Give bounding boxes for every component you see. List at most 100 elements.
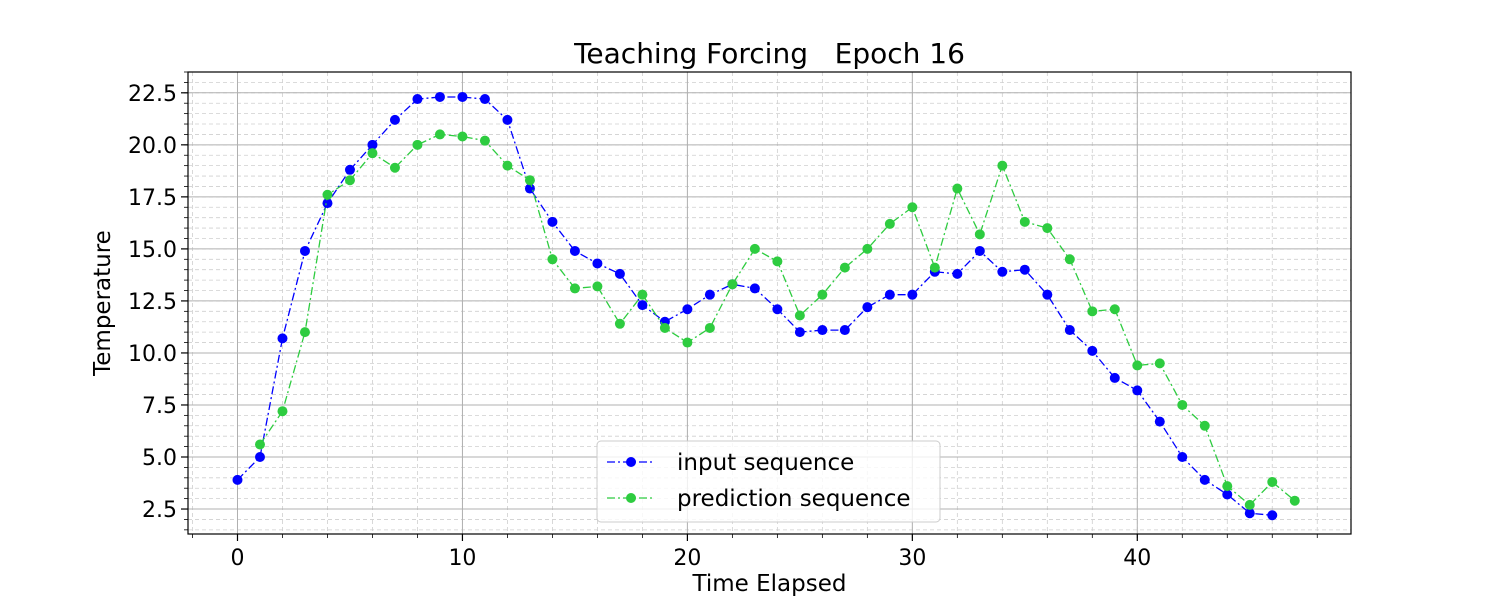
x-axis-label: Time Elapsed xyxy=(692,571,847,597)
data-point xyxy=(569,283,580,294)
data-point xyxy=(862,302,873,313)
legend-box xyxy=(596,440,941,523)
data-point xyxy=(592,281,603,292)
data-point xyxy=(1087,345,1098,356)
data-point xyxy=(1222,481,1233,492)
data-point xyxy=(817,289,828,300)
data-point xyxy=(479,135,490,146)
data-point xyxy=(277,406,288,417)
data-point xyxy=(974,245,985,256)
x-tick-label: 30 xyxy=(898,546,926,571)
y-tick-label: 7.5 xyxy=(142,394,177,419)
data-point xyxy=(434,129,445,140)
data-point xyxy=(997,160,1008,171)
data-point xyxy=(772,304,783,315)
data-point xyxy=(1267,510,1278,521)
data-point xyxy=(1087,306,1098,317)
data-point xyxy=(569,245,580,256)
data-point xyxy=(704,322,715,333)
data-point xyxy=(547,254,558,265)
legend-item: input sequence xyxy=(607,450,854,476)
data-point xyxy=(929,262,940,273)
data-point xyxy=(749,243,760,254)
data-point xyxy=(1064,325,1075,336)
data-point xyxy=(1064,254,1075,265)
data-point xyxy=(434,91,445,102)
legend-label: prediction sequence xyxy=(677,486,911,512)
data-point xyxy=(817,325,828,336)
legend-item: prediction sequence xyxy=(607,486,911,512)
data-point xyxy=(322,189,333,200)
data-point xyxy=(389,162,400,173)
y-tick-label: 15.0 xyxy=(128,238,177,263)
data-point xyxy=(1042,223,1053,234)
major-grid xyxy=(188,72,1351,534)
data-point xyxy=(389,114,400,125)
data-point xyxy=(1154,416,1165,427)
data-point xyxy=(1154,358,1165,369)
data-point xyxy=(412,139,423,150)
y-tick-label: 17.5 xyxy=(128,186,177,211)
data-point xyxy=(1177,452,1188,462)
legend-label: input sequence xyxy=(677,450,854,476)
data-point xyxy=(524,175,535,186)
data-point xyxy=(299,245,310,256)
data-point xyxy=(1042,289,1053,300)
data-point xyxy=(1019,264,1030,275)
data-point xyxy=(614,268,625,279)
data-point xyxy=(457,91,468,102)
data-point xyxy=(727,279,738,290)
data-point xyxy=(884,289,895,300)
data-point xyxy=(682,337,693,348)
data-point xyxy=(659,322,670,333)
series-layer xyxy=(232,91,1300,521)
data-point xyxy=(412,94,423,105)
data-point xyxy=(907,289,918,300)
legend-marker xyxy=(626,457,636,467)
y-axis-label: Temperature xyxy=(90,230,116,377)
data-point xyxy=(884,218,895,229)
data-point xyxy=(1199,420,1210,431)
data-point xyxy=(502,114,513,125)
data-point xyxy=(322,198,333,209)
legend-marker xyxy=(626,493,636,503)
data-point xyxy=(299,327,310,338)
y-tick-label: 20.0 xyxy=(128,134,177,159)
data-point xyxy=(682,304,693,315)
chart-title: Teaching Forcing Epoch 16 xyxy=(573,37,965,70)
y-tick-label: 5.0 xyxy=(142,446,177,471)
data-point xyxy=(547,216,558,227)
data-point xyxy=(637,289,648,300)
data-point xyxy=(277,333,288,344)
y-tick-label: 10.0 xyxy=(128,342,177,367)
data-point xyxy=(1222,489,1233,500)
data-point xyxy=(974,229,985,240)
data-point xyxy=(1199,474,1210,485)
data-point xyxy=(344,175,355,186)
data-point xyxy=(1132,360,1143,371)
data-point xyxy=(839,262,850,273)
data-point xyxy=(614,318,625,329)
data-point xyxy=(749,283,760,294)
data-point xyxy=(997,266,1008,277)
data-point xyxy=(479,94,490,105)
data-point xyxy=(1019,216,1030,227)
data-point xyxy=(254,439,265,450)
data-point xyxy=(344,164,355,175)
data-point xyxy=(367,148,378,159)
data-point xyxy=(862,243,873,254)
data-point xyxy=(952,183,963,194)
data-point xyxy=(1132,385,1143,396)
data-point xyxy=(254,452,265,462)
data-point xyxy=(772,256,783,267)
data-point xyxy=(367,139,378,150)
data-point xyxy=(502,160,513,171)
x-tick-label: 40 xyxy=(1123,546,1151,571)
series-2 xyxy=(254,129,1300,510)
data-point xyxy=(637,300,648,311)
data-point xyxy=(1244,508,1255,519)
y-tick-label: 12.5 xyxy=(128,290,177,315)
axis-ticks: 0 10 20 30 40 2.5 5.0 7.5 10.0 12.5 15.0 17.5 20.0 22… xyxy=(128,71,1318,571)
